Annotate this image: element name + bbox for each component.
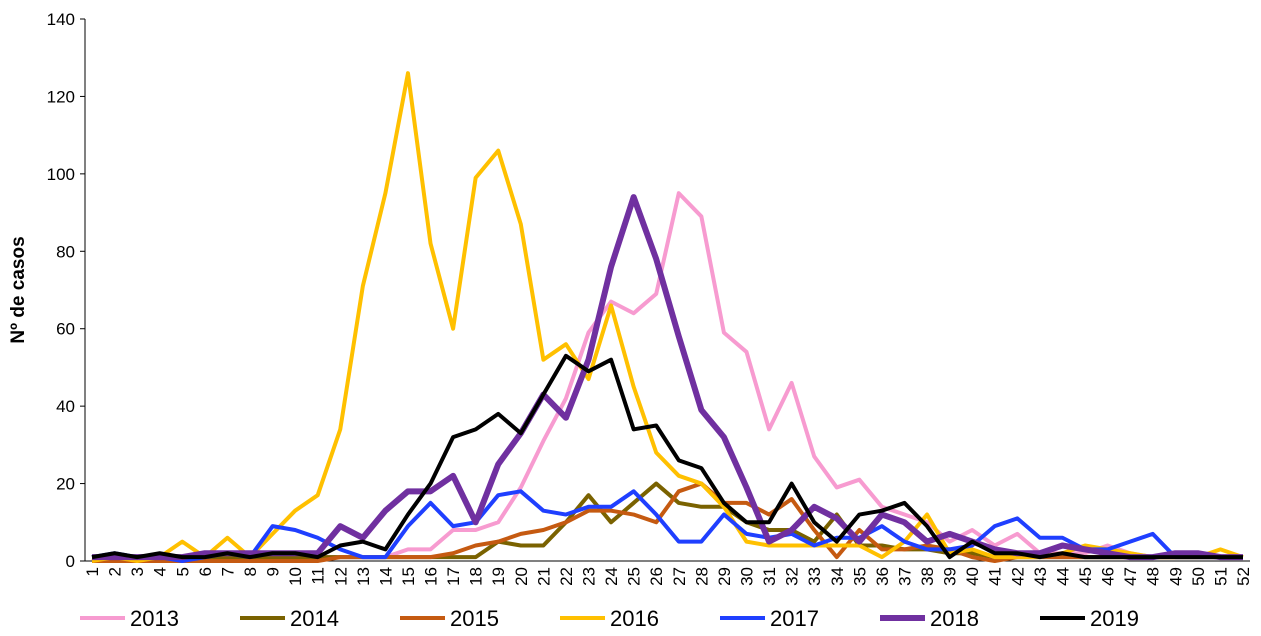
y-tick-label: 0 xyxy=(66,552,75,571)
y-tick-label: 40 xyxy=(56,397,75,416)
x-tick-label: 46 xyxy=(1099,567,1118,586)
x-tick-label: 2 xyxy=(106,567,125,576)
series-line xyxy=(92,191,1243,560)
x-tick-label: 7 xyxy=(218,567,237,576)
x-tick-label: 14 xyxy=(376,567,395,586)
x-tick-label: 38 xyxy=(918,567,937,586)
x-tick-label: 30 xyxy=(737,567,756,586)
x-tick-label: 1 xyxy=(83,567,102,576)
x-tick-label: 34 xyxy=(828,567,847,586)
y-tick-label: 140 xyxy=(47,10,75,29)
x-tick-label: 10 xyxy=(286,567,305,586)
x-tick-label: 32 xyxy=(783,567,802,586)
x-tick-label: 43 xyxy=(1031,567,1050,586)
x-tick-label: 17 xyxy=(444,567,463,586)
x-tick-label: 49 xyxy=(1166,567,1185,586)
x-tick-label: 51 xyxy=(1211,567,1230,586)
y-tick-label: 80 xyxy=(56,242,75,261)
x-tick-label: 21 xyxy=(534,567,553,586)
x-tick-label: 33 xyxy=(805,567,824,586)
x-tick-label: 18 xyxy=(467,567,486,586)
series-line xyxy=(91,489,1243,563)
legend-label: 2013 xyxy=(130,606,179,631)
x-tick-label: 44 xyxy=(1053,567,1072,586)
y-tick-label: 120 xyxy=(47,87,75,106)
x-tick-label: 28 xyxy=(692,567,711,586)
y-axis-label: Nº de casos xyxy=(8,236,29,343)
x-tick-label: 48 xyxy=(1144,567,1163,586)
legend-label: 2015 xyxy=(450,606,499,631)
x-tick-label: 20 xyxy=(512,567,531,586)
x-tick-label: 47 xyxy=(1121,567,1140,586)
x-tick-label: 35 xyxy=(850,567,869,586)
legend-label: 2017 xyxy=(770,606,819,631)
series-line xyxy=(91,353,1243,560)
series-line xyxy=(91,71,1244,563)
x-tick-label: 45 xyxy=(1076,567,1095,586)
legend-label: 2016 xyxy=(610,606,659,631)
legend-label: 2019 xyxy=(1090,606,1139,631)
x-tick-label: 19 xyxy=(489,567,508,586)
x-tick-label: 9 xyxy=(264,567,283,576)
x-tick-label: 11 xyxy=(309,567,328,585)
legend-label: 2014 xyxy=(290,606,339,631)
y-tick-label: 100 xyxy=(47,165,75,184)
x-tick-label: 13 xyxy=(354,567,373,586)
x-tick-label: 40 xyxy=(963,567,982,586)
x-tick-label: 22 xyxy=(557,567,576,586)
x-tick-label: 24 xyxy=(602,567,621,586)
x-tick-label: 41 xyxy=(986,567,1005,586)
x-tick-label: 31 xyxy=(760,567,779,586)
x-tick-label: 8 xyxy=(241,567,260,576)
y-tick-label: 60 xyxy=(56,320,75,339)
x-tick-label: 5 xyxy=(173,567,192,576)
x-tick-label: 42 xyxy=(1008,567,1027,586)
x-tick-label: 26 xyxy=(647,567,666,586)
x-tick-label: 6 xyxy=(196,567,215,576)
x-tick-label: 27 xyxy=(670,567,689,586)
x-tick-label: 3 xyxy=(128,567,147,576)
legend-label: 2018 xyxy=(930,606,979,631)
x-tick-label: 16 xyxy=(422,567,441,586)
x-tick-label: 29 xyxy=(715,567,734,586)
x-tick-label: 23 xyxy=(580,567,599,586)
y-tick-label: 20 xyxy=(56,475,75,494)
x-tick-label: 12 xyxy=(331,567,350,586)
x-tick-label: 36 xyxy=(873,567,892,586)
x-tick-label: 39 xyxy=(941,567,960,586)
x-tick-label: 37 xyxy=(895,567,914,586)
x-tick-label: 25 xyxy=(625,567,644,586)
x-tick-label: 52 xyxy=(1234,567,1253,586)
x-tick-label: 50 xyxy=(1189,567,1208,586)
x-tick-label: 15 xyxy=(399,567,418,586)
x-tick-label: 4 xyxy=(151,567,170,576)
